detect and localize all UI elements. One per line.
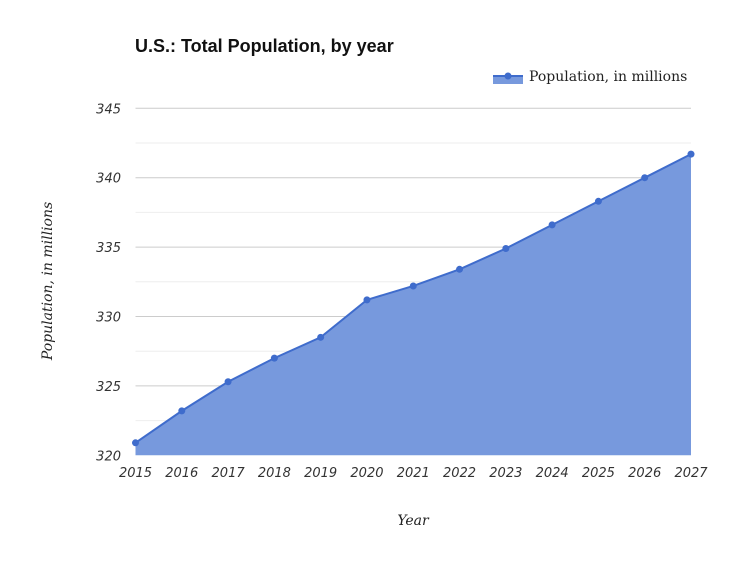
- data-point: [317, 333, 325, 341]
- y-tick-label: 320: [96, 449, 121, 464]
- legend: Population, in millions: [493, 69, 687, 85]
- x-tick-label: 2026: [628, 466, 661, 481]
- y-tick-label: 340: [96, 172, 121, 187]
- data-point: [409, 282, 417, 290]
- data-point: [594, 197, 602, 205]
- x-tick-label: 2021: [397, 466, 430, 481]
- legend-marker: [504, 72, 512, 80]
- area-fill: [135, 154, 691, 456]
- data-point: [132, 439, 139, 447]
- data-point: [641, 174, 649, 182]
- data-point: [687, 150, 695, 158]
- x-tick-label: 2015: [119, 466, 152, 481]
- x-tick-label: 2023: [489, 466, 522, 481]
- y-tick-label: 345: [96, 102, 121, 117]
- x-tick-label: 2018: [258, 466, 291, 481]
- legend-label: Population, in millions: [529, 69, 687, 85]
- x-axis-ticks: 2015 2016 2017 2018 2019 2020 2021 2022 2023 2024…: [119, 466, 708, 481]
- x-axis-label: Year: [397, 513, 430, 529]
- x-tick-label: 2016: [165, 466, 198, 481]
- x-tick-label: 2019: [304, 466, 337, 481]
- data-point: [363, 296, 371, 304]
- data-points: [132, 150, 695, 447]
- x-tick-label: 2020: [350, 466, 383, 481]
- x-tick-label: 2027: [674, 466, 708, 481]
- chart-title: U.S.: Total Population, by year: [135, 36, 394, 56]
- x-tick-label: 2022: [443, 466, 476, 481]
- data-point: [548, 221, 556, 229]
- x-tick-label: 2024: [536, 466, 569, 481]
- x-tick-label: 2025: [582, 466, 615, 481]
- data-point: [502, 244, 510, 252]
- data-point: [270, 354, 278, 362]
- data-point: [224, 378, 232, 386]
- y-axis-ticks: 320 325 330 335 340 345: [96, 102, 121, 464]
- y-tick-label: 330: [96, 311, 121, 326]
- y-tick-label: 335: [96, 241, 121, 256]
- data-point: [178, 407, 186, 415]
- y-tick-label: 325: [96, 380, 121, 395]
- y-axis-label: Population, in millions: [40, 202, 56, 361]
- x-tick-label: 2017: [212, 466, 246, 481]
- data-point: [456, 265, 464, 273]
